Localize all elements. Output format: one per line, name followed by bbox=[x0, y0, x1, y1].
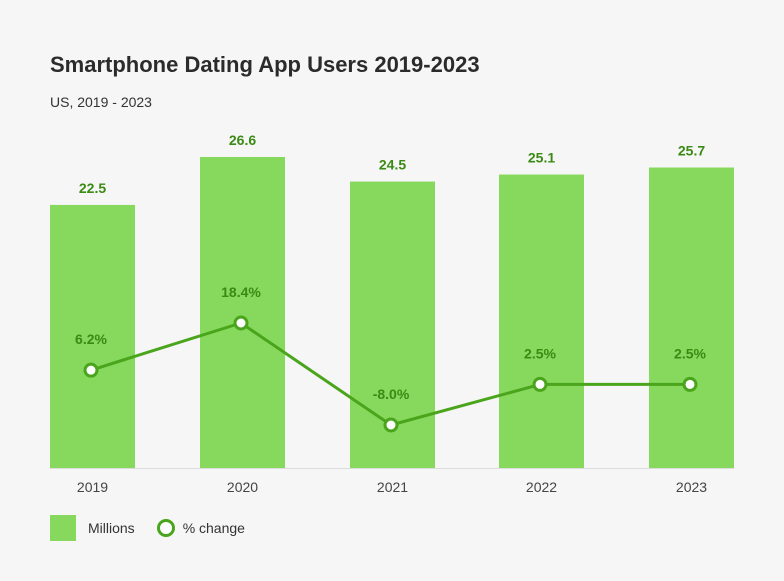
legend-label-percent-change: % change bbox=[182, 520, 245, 536]
bar-value-label-2020: 26.6 bbox=[229, 132, 256, 148]
x-tick-label-2023: 2023 bbox=[676, 479, 707, 495]
x-tick-label-2019: 2019 bbox=[77, 479, 108, 495]
line-value-label-2020: 18.4% bbox=[221, 284, 261, 300]
chart-subtitle: US, 2019 - 2023 bbox=[50, 94, 152, 110]
legend: Millions % change bbox=[50, 515, 267, 541]
bar-2022 bbox=[499, 174, 584, 468]
legend-item-millions: Millions bbox=[50, 515, 135, 541]
bar-value-label-2019: 22.5 bbox=[79, 180, 106, 196]
bar-value-label-2023: 25.7 bbox=[678, 143, 705, 159]
legend-swatch-bar bbox=[50, 515, 76, 541]
line-value-label-2023: 2.5% bbox=[674, 345, 706, 361]
bar-2023 bbox=[649, 167, 734, 468]
bar-2020 bbox=[200, 157, 285, 468]
line-point-2021 bbox=[383, 417, 399, 433]
legend-marker-line bbox=[156, 519, 175, 537]
line-value-label-2022: 2.5% bbox=[524, 345, 556, 361]
line-point-2022 bbox=[532, 376, 548, 392]
x-tick-label-2021: 2021 bbox=[377, 479, 408, 495]
line-value-label-2019: 6.2% bbox=[75, 331, 107, 347]
line-point-2020 bbox=[233, 315, 249, 331]
line-point-2023 bbox=[682, 376, 698, 392]
chart-title: Smartphone Dating App Users 2019-2023 bbox=[50, 52, 480, 77]
x-tick-label-2020: 2020 bbox=[227, 479, 258, 495]
legend-label-millions: Millions bbox=[88, 520, 135, 536]
bar-2019 bbox=[50, 204, 135, 468]
legend-item-percent-change: % change bbox=[156, 519, 245, 537]
x-tick-label-2022: 2022 bbox=[526, 479, 557, 495]
line-value-label-2021: -8.0% bbox=[373, 386, 410, 402]
bar-value-label-2022: 25.1 bbox=[528, 150, 555, 166]
line-point-2019 bbox=[83, 362, 99, 378]
bar-value-label-2021: 24.5 bbox=[379, 157, 406, 173]
